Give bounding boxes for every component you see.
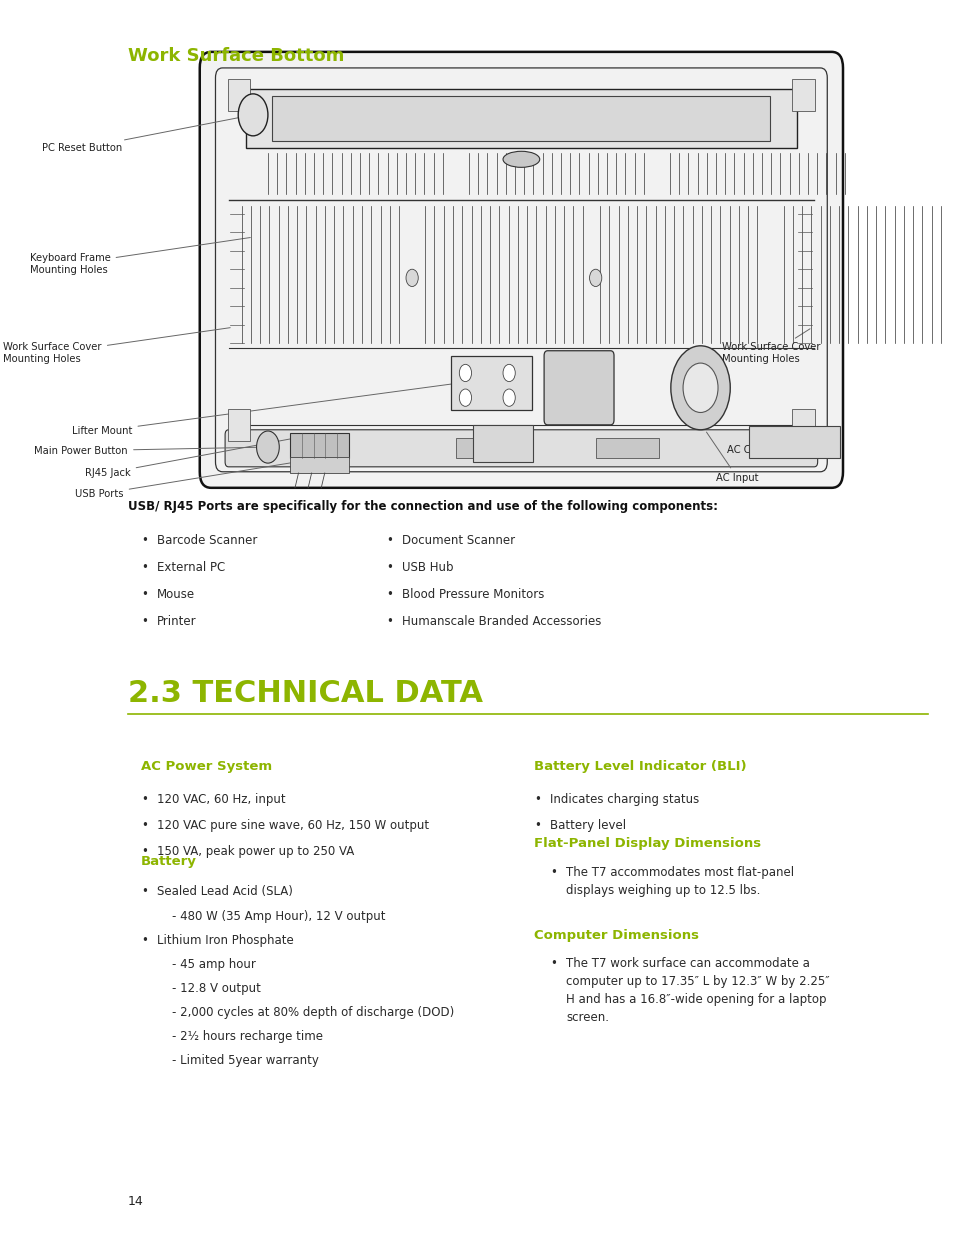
Text: •: • bbox=[141, 885, 148, 899]
Text: USB Ports: USB Ports bbox=[75, 458, 316, 499]
Text: The T7 work surface can accommodate a
computer up to 17.35″ L by 12.3″ W by 2.25: The T7 work surface can accommodate a co… bbox=[565, 957, 829, 1024]
Circle shape bbox=[458, 389, 471, 406]
FancyBboxPatch shape bbox=[543, 351, 614, 425]
Bar bbox=[748, 426, 840, 458]
Text: Printer: Printer bbox=[156, 615, 196, 629]
Text: Lithium Iron Phosphate: Lithium Iron Phosphate bbox=[156, 934, 294, 947]
Text: Lifter Mount: Lifter Mount bbox=[72, 383, 457, 436]
Text: 120 VAC pure sine wave, 60 Hz, 150 W output: 120 VAC pure sine wave, 60 Hz, 150 W out… bbox=[156, 819, 429, 832]
Text: AC Input: AC Input bbox=[706, 432, 758, 483]
Text: •: • bbox=[550, 866, 557, 879]
Text: - 45 amp hour: - 45 amp hour bbox=[172, 958, 255, 971]
Text: Main Power Button: Main Power Button bbox=[34, 446, 265, 456]
Bar bbox=[290, 457, 349, 473]
Text: Computer Dimensions: Computer Dimensions bbox=[534, 929, 699, 942]
Text: •: • bbox=[141, 845, 148, 858]
Text: The T7 accommodates most flat-panel
displays weighing up to 12.5 lbs.: The T7 accommodates most flat-panel disp… bbox=[565, 866, 793, 897]
Text: AC Power System: AC Power System bbox=[141, 760, 272, 773]
Text: Humanscale Branded Accessories: Humanscale Branded Accessories bbox=[401, 615, 600, 629]
Text: 120 VAC, 60 Hz, input: 120 VAC, 60 Hz, input bbox=[156, 793, 285, 806]
Text: USB/ RJ45 Ports are specifically for the connection and use of the following com: USB/ RJ45 Ports are specifically for the… bbox=[128, 500, 718, 514]
Text: Blood Pressure Monitors: Blood Pressure Monitors bbox=[401, 588, 543, 601]
Circle shape bbox=[458, 364, 471, 382]
Circle shape bbox=[406, 269, 417, 287]
Text: Work Surface Cover
Mounting Holes: Work Surface Cover Mounting Holes bbox=[721, 329, 820, 364]
Text: - Limited 5year warranty: - Limited 5year warranty bbox=[172, 1055, 318, 1067]
Bar bbox=[228, 409, 251, 441]
Text: Keyboard Surface Light: Keyboard Surface Light bbox=[442, 96, 558, 133]
Circle shape bbox=[589, 269, 601, 287]
Text: 2.3 TECHNICAL DATA: 2.3 TECHNICAL DATA bbox=[128, 679, 482, 708]
Text: •: • bbox=[141, 588, 148, 601]
Text: - 480 W (35 Amp Hour), 12 V output: - 480 W (35 Amp Hour), 12 V output bbox=[172, 909, 385, 923]
Bar bbox=[272, 96, 770, 141]
Text: •: • bbox=[534, 793, 540, 806]
Text: Battery level: Battery level bbox=[550, 819, 626, 832]
Text: •: • bbox=[141, 561, 148, 574]
Text: •: • bbox=[141, 934, 148, 947]
Text: 150 VA, peak power up to 250 VA: 150 VA, peak power up to 250 VA bbox=[156, 845, 354, 858]
Circle shape bbox=[682, 363, 718, 412]
Bar bbox=[290, 433, 349, 458]
Text: Mouse: Mouse bbox=[156, 588, 194, 601]
Text: 14: 14 bbox=[128, 1194, 144, 1208]
Bar bbox=[792, 79, 814, 111]
Bar bbox=[473, 425, 532, 462]
Bar bbox=[246, 89, 796, 148]
Circle shape bbox=[670, 346, 729, 430]
Text: Work Surface Cover
Mounting Holes: Work Surface Cover Mounting Holes bbox=[4, 327, 230, 364]
Text: •: • bbox=[386, 615, 393, 629]
Text: Battery Level Indicator (BLI): Battery Level Indicator (BLI) bbox=[534, 760, 746, 773]
Text: USB Hub: USB Hub bbox=[401, 561, 453, 574]
Circle shape bbox=[256, 431, 279, 463]
Circle shape bbox=[502, 389, 515, 406]
Bar bbox=[456, 438, 518, 458]
Text: •: • bbox=[141, 615, 148, 629]
Bar bbox=[792, 409, 814, 441]
Text: •: • bbox=[386, 534, 393, 547]
Text: •: • bbox=[534, 819, 540, 832]
Text: •: • bbox=[386, 561, 393, 574]
Text: Work Surface Bottom: Work Surface Bottom bbox=[128, 47, 344, 65]
Text: •: • bbox=[386, 588, 393, 601]
Text: Indicates charging status: Indicates charging status bbox=[550, 793, 699, 806]
Bar bbox=[451, 356, 532, 410]
Text: •: • bbox=[141, 819, 148, 832]
FancyBboxPatch shape bbox=[199, 52, 842, 488]
Text: RJ45 Jack: RJ45 Jack bbox=[85, 433, 316, 478]
Text: - 12.8 V output: - 12.8 V output bbox=[172, 982, 260, 995]
Text: •: • bbox=[141, 793, 148, 806]
Text: External PC: External PC bbox=[156, 561, 225, 574]
Text: AC Cord Hanger: AC Cord Hanger bbox=[726, 443, 805, 454]
FancyBboxPatch shape bbox=[225, 430, 817, 467]
Text: - 2½ hours recharge time: - 2½ hours recharge time bbox=[172, 1030, 322, 1044]
Circle shape bbox=[238, 94, 268, 136]
Bar bbox=[228, 79, 251, 111]
Text: Flat-Panel Display Dimensions: Flat-Panel Display Dimensions bbox=[534, 837, 760, 851]
Text: Battery: Battery bbox=[141, 855, 197, 868]
Circle shape bbox=[502, 364, 515, 382]
Text: Barcode Scanner: Barcode Scanner bbox=[156, 534, 257, 547]
Ellipse shape bbox=[502, 152, 539, 168]
Text: Sealed Lead Acid (SLA): Sealed Lead Acid (SLA) bbox=[156, 885, 293, 899]
Bar bbox=[595, 438, 658, 458]
Text: PC Reset Button: PC Reset Button bbox=[42, 115, 250, 153]
Text: - 2,000 cycles at 80% depth of discharge (DOD): - 2,000 cycles at 80% depth of discharge… bbox=[172, 1005, 454, 1019]
Text: •: • bbox=[141, 534, 148, 547]
Text: Keyboard Frame
Mounting Holes: Keyboard Frame Mounting Holes bbox=[30, 237, 250, 275]
Text: •: • bbox=[550, 957, 557, 971]
Text: Document Scanner: Document Scanner bbox=[401, 534, 515, 547]
